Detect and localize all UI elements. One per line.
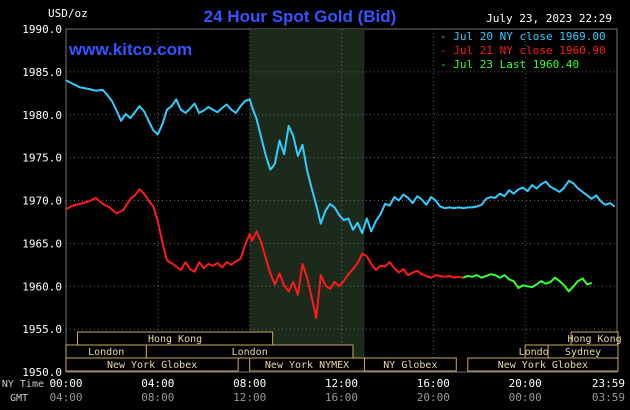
session-box: London (65, 344, 147, 359)
session-label: NY Globex (383, 360, 437, 371)
legend-entry: - Jul 23 Last 1960.40 (440, 58, 579, 71)
session-box: New York Globex (467, 357, 619, 372)
session-box: Sydney (547, 344, 619, 359)
session-box: NY Globex (363, 357, 457, 372)
session-label: Hong Kong (148, 334, 202, 345)
session-box: London (145, 344, 354, 359)
y-tick-label: 1985.0 (22, 66, 62, 79)
series-line (462, 273, 593, 293)
y-tick-label: 1960.0 (22, 280, 62, 293)
x-tick-label-gmt: 12:00 (233, 391, 266, 404)
nymex-session-shading (249, 29, 365, 372)
session-label: Hong Kong (567, 334, 621, 345)
y-tick-label: 1965.0 (22, 237, 62, 250)
series-line (65, 188, 464, 319)
chart-date: July 23, 2023 22:29 (486, 12, 612, 25)
y-tick-label: 1950.0 (22, 366, 62, 379)
x-tick-label-gmt: 03:59 (592, 391, 625, 404)
legend: - Jul 20 NY close 1969.00- Jul 21 NY clo… (440, 30, 606, 71)
legend-entry: - Jul 21 NY close 1960.90 (440, 44, 606, 57)
x-tick-label-gmt: 20:00 (417, 391, 450, 404)
session-box: New York Globex (65, 357, 239, 372)
watermark: www.kitco.com (68, 40, 192, 59)
session-box: New York NYMEX (249, 357, 365, 372)
x-axis-ticks: 00:0004:0004:0008:0008:0012:0012:0016:00… (49, 377, 625, 404)
legend-entry: - Jul 20 NY close 1969.00 (440, 30, 606, 43)
market-sessions: Hong Kong Hong Kong London London London Sydn… (65, 331, 622, 372)
x-tick-label-gmt: 08:00 (141, 391, 174, 404)
x-tick-label-ny: 04:00 (141, 377, 174, 390)
x-tick-label-ny: 23:59 (592, 377, 625, 390)
x-tick-label-ny: 20:00 (509, 377, 542, 390)
x-tick-label-ny: 00:00 (49, 377, 82, 390)
x-tick-label-ny: 16:00 (417, 377, 450, 390)
y-tick-label: 1990.0 (22, 23, 62, 36)
y-tick-label: 1980.0 (22, 109, 62, 122)
y-axis-unit: USD/oz (48, 7, 88, 20)
session-label: New York Globex (498, 360, 588, 371)
x-tick-label-gmt: 04:00 (49, 391, 82, 404)
session-label: London (88, 347, 124, 358)
ny-time-axis-label: NY Time (2, 379, 44, 390)
series-line (65, 79, 616, 235)
session-box: Hong Kong (76, 331, 274, 346)
gmt-axis-label: GMT (10, 393, 28, 404)
x-tick-label-ny: 08:00 (233, 377, 266, 390)
y-tick-label: 1955.0 (22, 323, 62, 336)
session-label: Sydney (565, 347, 601, 358)
chart-title: 24 Hour Spot Gold (Bid) (204, 7, 397, 26)
x-tick-label-ny: 12:00 (325, 377, 358, 390)
session-label: New York Globex (107, 360, 197, 371)
session-label: New York NYMEX (265, 360, 349, 371)
x-tick-label-gmt: 00:00 (509, 391, 542, 404)
x-tick-label-gmt: 16:00 (325, 391, 358, 404)
price-series (65, 79, 616, 319)
y-tick-label: 1975.0 (22, 152, 62, 165)
y-axis-ticks: 1950.0 1955.0 1960.0 1965.0 1970.0 1975.0 1980… (22, 23, 62, 379)
session-label: London (232, 347, 268, 358)
session-label: London (519, 347, 555, 358)
y-tick-label: 1970.0 (22, 195, 62, 208)
session-box: Hong Kong (567, 331, 622, 346)
